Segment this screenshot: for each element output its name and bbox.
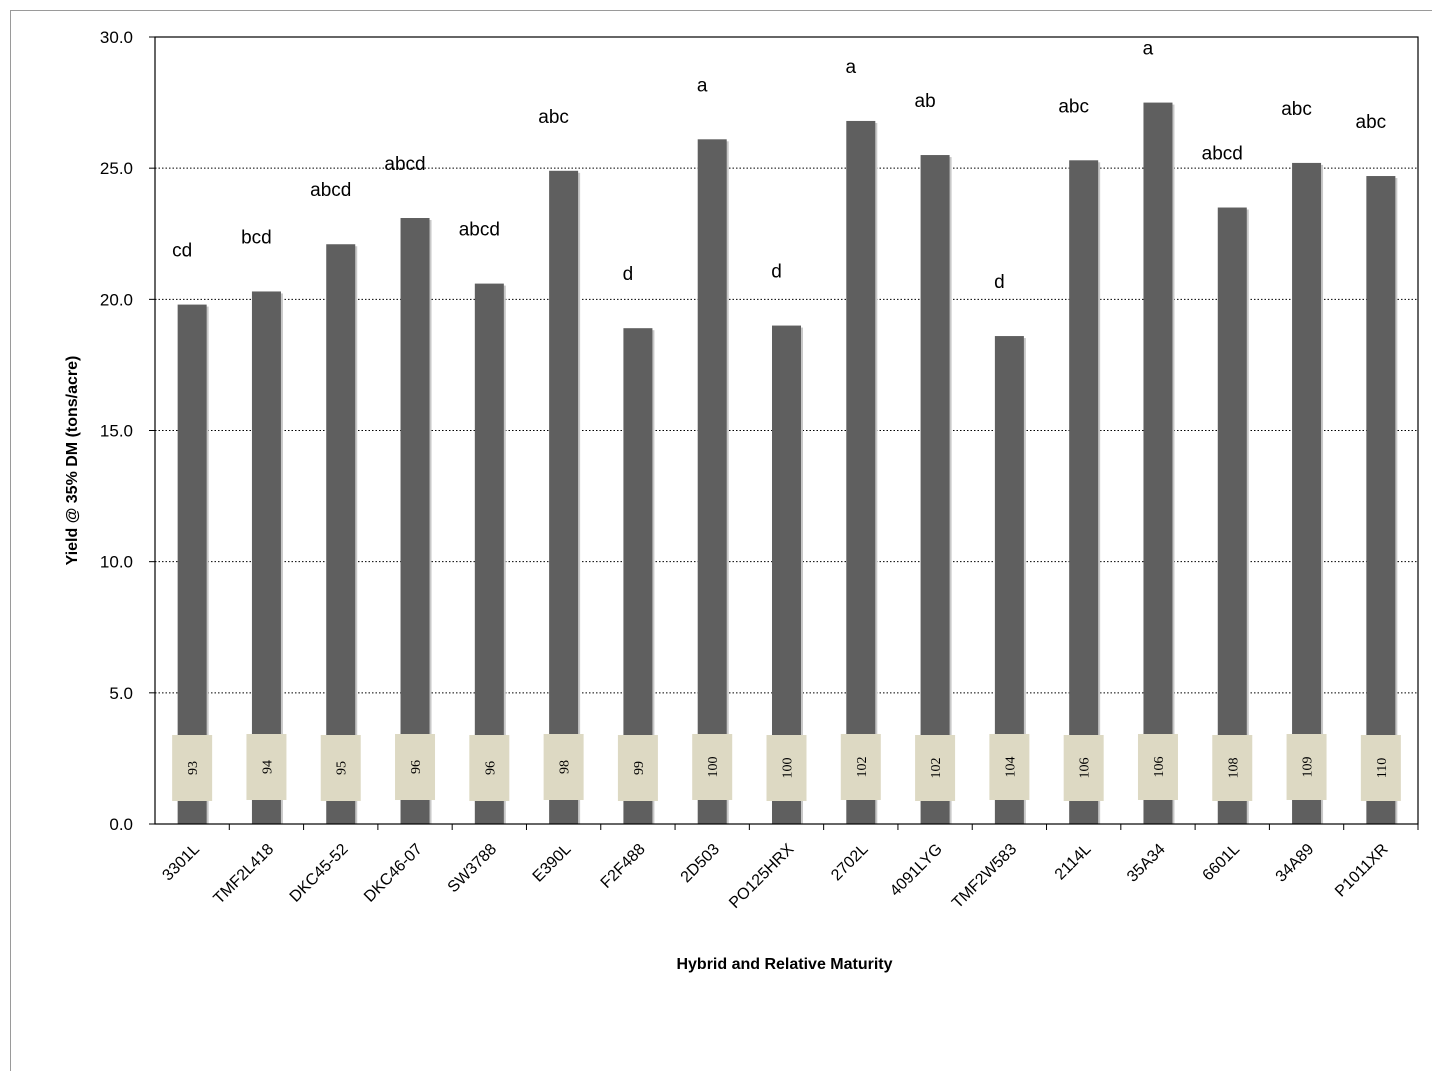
x-tick-labels: 3301L TMF2L418 DKC45-52 DKC46-07 SW3788 E390L…: [159, 824, 1419, 912]
relative-maturity-box: [1360, 735, 1401, 801]
relative-maturity-box: [840, 734, 881, 800]
relative-maturity-label: 94: [260, 760, 275, 774]
y-tick-label: 25.0: [100, 159, 133, 178]
relative-maturity-label: 108: [1226, 758, 1241, 779]
relative-maturity-box: [1212, 735, 1253, 801]
relative-maturity-box: [543, 734, 584, 800]
bar: [846, 120, 876, 825]
y-tick-label: 15.0: [100, 422, 133, 441]
y-tick-label: 30.0: [100, 28, 133, 47]
relative-maturity-box: [766, 735, 807, 801]
x-tick-label: 4091LYG: [887, 841, 946, 900]
significance-label: a: [697, 75, 708, 96]
relative-maturity-label: 106: [1078, 758, 1093, 779]
bar: [1292, 162, 1322, 825]
x-tick-label: TMF2W583: [949, 841, 1020, 912]
x-tick-label: E390L: [530, 841, 575, 886]
relative-maturity-label: 96: [483, 761, 498, 775]
significance-label: bcd: [241, 227, 272, 248]
significance-label: d: [994, 272, 1005, 293]
relative-maturity-box: [395, 734, 436, 800]
x-tick-label: 2702L: [828, 841, 872, 885]
significance-label: abcd: [1202, 144, 1243, 165]
significance-label: a: [1143, 39, 1154, 60]
x-tick-label: 2114L: [1052, 841, 1095, 884]
relative-maturity-box: [320, 735, 361, 801]
significance-label: ab: [915, 91, 936, 112]
x-tick-label: 34A89: [1273, 841, 1318, 886]
relative-maturity-box: [1286, 734, 1327, 800]
chart-frame: [10, 10, 1432, 1071]
relative-maturity-label: 99: [632, 761, 647, 775]
bar: [920, 155, 950, 825]
relative-maturity-label: 98: [558, 760, 573, 774]
x-axis-label: Hybrid and Relative Maturity: [676, 956, 892, 973]
x-tick-label: F2F488: [598, 841, 649, 892]
relative-maturity-box: [172, 735, 213, 801]
bar: [1217, 207, 1247, 824]
x-tick-label: P1011XR: [1332, 841, 1392, 901]
significance-label: abc: [1356, 112, 1387, 133]
y-tick-label: 0.0: [109, 815, 133, 834]
relative-maturity-box: [989, 734, 1030, 800]
significance-label: d: [771, 262, 782, 283]
significance-label: abcd: [310, 180, 351, 201]
relative-maturity-box: [692, 734, 733, 800]
bars: [177, 102, 1398, 825]
significance-label: a: [846, 57, 857, 78]
relative-maturity-box: [617, 735, 658, 801]
relative-maturity-box: [246, 734, 287, 800]
significance-label: abcd: [459, 220, 500, 241]
relative-maturity-box: [1063, 735, 1104, 801]
relative-maturity-label: 110: [1375, 758, 1390, 778]
bar-chart: 93 94 95 96 96 98 99 100 100 102 102 104 106 106 108 10…: [64, 28, 1419, 973]
significance-label: cd: [172, 241, 192, 262]
bar: [1069, 160, 1099, 825]
x-tick-label: DKC45-52: [287, 841, 352, 906]
y-axis-label: Yield @ 35% DM (tons/acre): [64, 356, 81, 566]
x-tick-label: 6601L: [1200, 841, 1244, 885]
bar: [400, 218, 430, 824]
relative-maturity-box: [915, 735, 956, 801]
y-tick-label: 5.0: [109, 684, 133, 703]
relative-maturity-label: 109: [1301, 757, 1316, 778]
relative-maturity-box: [469, 735, 510, 801]
relative-maturity-label: 106: [1152, 757, 1167, 778]
bar: [1366, 176, 1396, 824]
relative-maturity-label: 95: [335, 761, 350, 775]
bar: [549, 170, 579, 825]
bar: [326, 244, 356, 824]
significance-label: abc: [1281, 99, 1312, 120]
x-tick-label: TMF2L418: [211, 841, 278, 908]
x-tick-label: 35A34: [1124, 841, 1169, 886]
x-tick-label: 3301L: [159, 841, 203, 885]
relative-maturity-label: 102: [929, 758, 944, 779]
significance-labels: cdbcdabcdabcdabcdabcdadaabdabcaabcdabcab…: [172, 39, 1386, 293]
relative-maturity-label: 100: [706, 757, 721, 778]
bar: [1143, 102, 1173, 825]
significance-label: abc: [1058, 96, 1089, 117]
significance-label: abc: [538, 107, 569, 128]
relative-maturity-label: 100: [781, 758, 796, 779]
relative-maturity-box: [1137, 734, 1178, 800]
x-tick-label: PO125HRX: [726, 841, 797, 912]
significance-label: d: [623, 264, 634, 285]
y-tick-label: 20.0: [100, 290, 133, 309]
relative-maturity-label: 96: [409, 760, 424, 774]
plot-area-border: [154, 36, 1419, 825]
bar: [474, 283, 504, 824]
x-tick-label: SW3788: [445, 841, 500, 896]
x-tick-label: 2D503: [678, 841, 723, 886]
relative-maturity-label: 104: [1003, 757, 1018, 778]
relative-maturity-label: 93: [186, 761, 201, 775]
relative-maturity-label: 102: [855, 757, 870, 778]
y-tick-label: 10.0: [100, 553, 133, 572]
x-tick-label: DKC46-07: [361, 841, 426, 906]
relative-maturity-labels: 93 94 95 96 96 98 99 100 100 102 102 104 106 106 108 10…: [172, 734, 1401, 801]
y-tick-labels: 0.0 5.0 10.0 15.0 20.0 25.0 30.0: [100, 28, 155, 834]
significance-label: abcd: [384, 154, 425, 175]
bar: [697, 139, 727, 824]
